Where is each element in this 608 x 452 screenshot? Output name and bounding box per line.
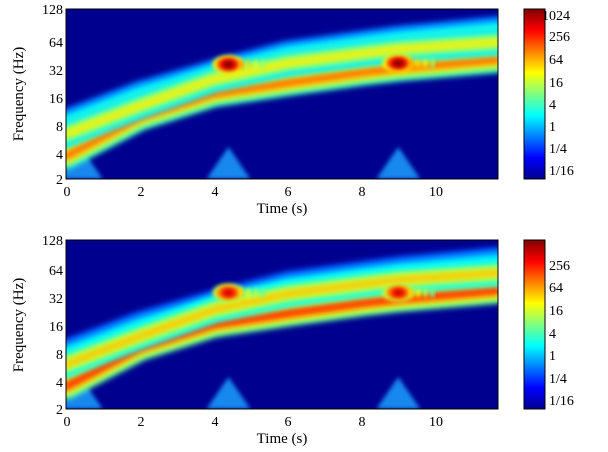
y-tick-label: 64 xyxy=(49,36,63,51)
x-tick-label: 2 xyxy=(138,415,145,430)
y-tick-label: 4 xyxy=(56,148,63,163)
colorbar-gradient-2 xyxy=(523,239,546,410)
x-axis-label-1: Time (s) xyxy=(257,201,308,217)
y-tick-label: 32 xyxy=(49,64,63,79)
colorbar-tick-label: 16 xyxy=(549,76,563,91)
x-axis-ticks-1: 0 2 4 6 8 10 xyxy=(64,185,444,200)
y-tick-label: 2 xyxy=(56,173,63,188)
colorbar-tick-label: 1 xyxy=(549,349,556,364)
colorbar-tick-label: 4 xyxy=(549,98,556,113)
colorbar-tick-label: 256 xyxy=(549,259,570,274)
colorbar-tick-label: 1/4 xyxy=(549,142,567,157)
colorbar-gradient-1 xyxy=(523,8,546,180)
y-tick-label: 4 xyxy=(56,376,63,391)
y-axis-ticks-1: 128 64 32 16 8 4 2 xyxy=(42,3,63,188)
y-tick-label: 2 xyxy=(56,403,63,418)
x-axis-label-2: Time (s) xyxy=(257,431,308,447)
y-tick-label: 64 xyxy=(49,264,63,279)
colorbar-tick-label: 1/4 xyxy=(549,372,567,387)
low-frequency-burst xyxy=(376,147,421,179)
y-tick-label: 16 xyxy=(49,92,63,107)
colorbar-tick-label: 64 xyxy=(549,281,563,296)
y-tick-label: 8 xyxy=(56,348,63,363)
low-frequency-burst xyxy=(66,147,103,179)
x-tick-label: 4 xyxy=(212,185,219,200)
spectrogram-panel-2: 128 64 32 16 8 4 2 0 2 4 6 8 10 Time (s)… xyxy=(11,234,574,447)
y-tick-label: 8 xyxy=(56,120,63,135)
colorbar-tick-label: 256 xyxy=(549,30,570,45)
heatmap-2 xyxy=(66,247,498,409)
low-frequency-burst xyxy=(206,377,251,409)
y-axis-ticks-2: 128 64 32 16 8 4 2 xyxy=(42,234,63,418)
y-tick-label: 32 xyxy=(49,292,63,307)
x-tick-label: 0 xyxy=(64,185,71,200)
ridge xyxy=(66,29,498,148)
colorbar-tick-label: 1024 xyxy=(542,9,570,24)
y-axis-label-2: Frequency (Hz) xyxy=(11,278,27,373)
x-tick-label: 4 xyxy=(212,415,219,430)
hotspot xyxy=(382,54,435,73)
plot-frame-2 xyxy=(65,239,499,410)
y-axis-label-1: Frequency (Hz) xyxy=(11,47,27,142)
colorbar-tick-label: 16 xyxy=(549,304,563,319)
x-tick-label: 6 xyxy=(285,185,292,200)
x-tick-label: 10 xyxy=(429,415,443,430)
y-tick-label: 16 xyxy=(49,320,63,335)
hotspot xyxy=(382,283,435,302)
colorbar-2: 256 64 16 4 1 1/4 1/16 xyxy=(523,239,574,410)
low-frequency-burst xyxy=(66,377,103,409)
y-tick-label: 128 xyxy=(42,234,63,249)
colorbar-tick-label: 1/16 xyxy=(549,394,574,409)
low-frequency-burst xyxy=(376,377,421,409)
colorbar-1: 1024 256 64 16 4 1 1/4 1/16 xyxy=(523,8,574,180)
x-tick-label: 6 xyxy=(285,415,292,430)
colorbar-tick-label: 64 xyxy=(549,53,563,68)
hotspot xyxy=(212,55,265,74)
y-tick-label: 128 xyxy=(42,3,63,18)
heatmap-1 xyxy=(66,16,498,179)
x-tick-label: 8 xyxy=(359,185,366,200)
x-tick-label: 8 xyxy=(359,415,366,430)
spectrogram-panel-1: 128 64 32 16 8 4 2 0 2 4 6 8 10 Time (s)… xyxy=(11,3,574,217)
plot-frame-1 xyxy=(65,8,499,180)
ridge xyxy=(66,259,498,378)
low-frequency-burst xyxy=(206,147,251,179)
colorbar-tick-label: 1/16 xyxy=(549,164,574,179)
x-tick-label: 2 xyxy=(138,185,145,200)
x-tick-label: 10 xyxy=(429,185,443,200)
x-tick-label: 0 xyxy=(64,415,71,430)
x-axis-ticks-2: 0 2 4 6 8 10 xyxy=(64,415,444,430)
colorbar-tick-label: 4 xyxy=(549,327,556,342)
hotspot xyxy=(212,283,265,302)
colorbar-tick-label: 1 xyxy=(549,120,556,135)
